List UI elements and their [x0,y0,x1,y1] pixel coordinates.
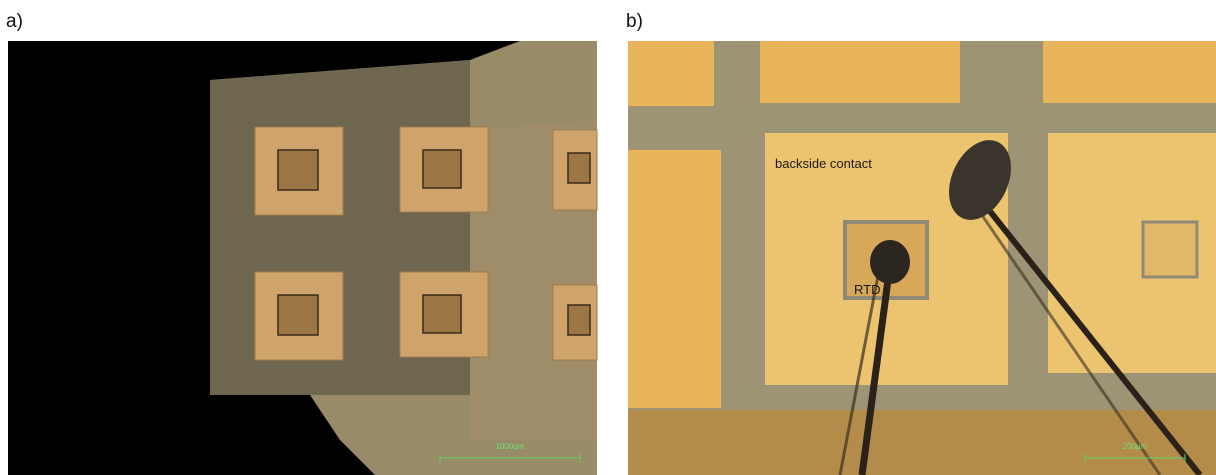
figure: a) 1000µm b) [0,0,1216,475]
panel-label: b) [626,11,643,32]
scale-bar-label: 200µm [1123,442,1148,451]
annotation: backside contact [775,156,872,171]
micrograph-a [8,41,597,475]
micrograph-b [628,41,1216,475]
page: a) 1000µm b) [0,0,1216,475]
annotation: RTD [854,282,880,297]
panel-label: a) [6,11,23,32]
scale-bar-label: 1000µm [495,442,524,451]
